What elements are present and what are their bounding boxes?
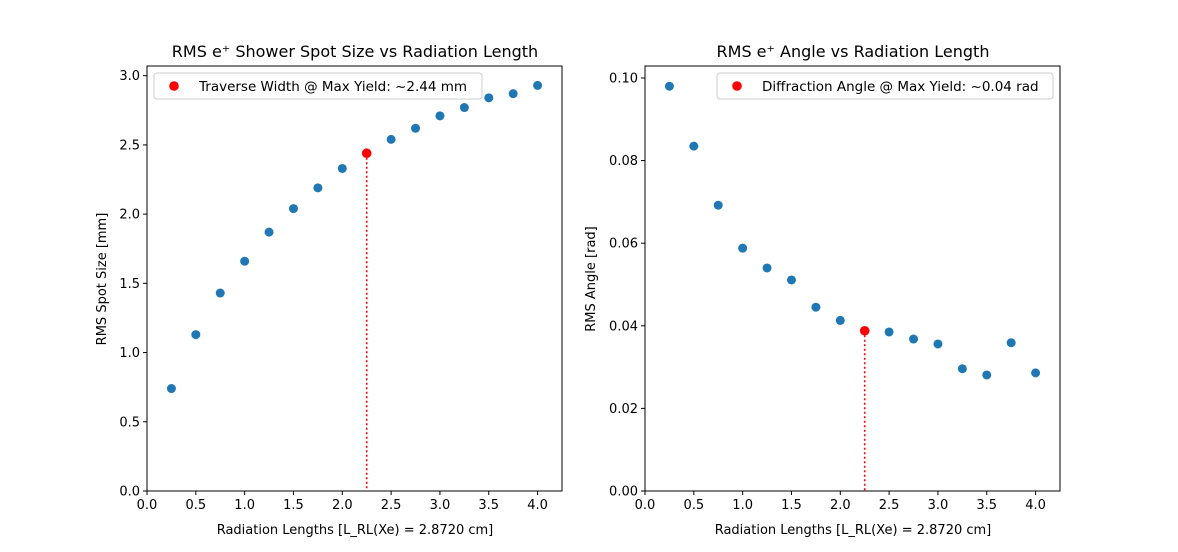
spot-size-y-tick-label: 3.0 [119,69,140,84]
spot-size-data-point [264,227,274,237]
angle-y-axis-label: RMS Angle [rad] [584,226,599,331]
angle-highlight-point [859,325,870,336]
spot-size-x-tick-label: 2.5 [381,498,402,513]
angle-data-point [811,302,821,312]
angle-x-tick-label: 0.5 [683,498,704,513]
angle-legend-box [716,72,1054,100]
angle-x-tick-label: 3.5 [976,498,997,513]
angle-legend-label: Diffraction Angle @ Max Yield: ~0.04 rad [762,79,1039,95]
spot-size-legend-label: Traverse Width @ Max Yield: ~2.44 mm [198,79,467,95]
spot-size-y-tick-label: 1.5 [119,277,140,292]
angle-x-tick-label: 2.0 [830,498,851,513]
spot-size-x-tick-label: 3.5 [478,498,499,513]
spot-size-x-axis-label: Radiation Lengths [L_RL(Xe) = 2.8720 cm] [217,523,494,538]
spot-size-x-tick-label: 0.5 [185,498,206,513]
angle-data-point [689,141,699,151]
angle-x-tick-label: 4.0 [1025,498,1046,513]
spot-size-plot-frame [146,65,563,492]
spot-size-x-tick-label: 4.0 [527,498,548,513]
spot-size-x-tick-label: 3.0 [430,498,451,513]
angle-data-point [1031,368,1041,378]
spot-size-data-point [166,384,176,394]
spot-size-data-point [533,80,543,90]
spot-size-y-tick-label: 0.0 [119,485,140,500]
spot-size-data-point [386,134,396,144]
angle-y-tick-label: 0.10 [609,71,638,86]
angle-data-point [884,327,894,337]
angle-plot-frame [644,65,1061,492]
angle-x-tick-label: 1.5 [781,498,802,513]
spot-size-y-axis-label: RMS Spot Size [mm] [95,213,110,346]
angle-y-tick-label: 0.02 [609,402,638,417]
spot-size-legend-marker [169,81,179,91]
spot-size-data-point [508,89,518,99]
angle-data-point [713,200,723,210]
angle-data-point [738,243,748,253]
angle-y-tick-label: 0.08 [609,154,638,169]
angle-data-point [982,370,992,380]
spot-size-panel: RMS e⁺ Shower Spot Size vs Radiation Len… [95,42,563,538]
angle-data-point [786,275,796,285]
spot-size-x-tick-label: 1.5 [283,498,304,513]
angle-x-tick-label: 0.0 [635,498,656,513]
spot-size-data-point [191,330,201,340]
angle-x-tick-label: 3.0 [928,498,949,513]
spot-size-y-tick-label: 2.0 [119,208,140,223]
angle-y-tick-label: 0.04 [609,319,638,334]
angle-legend-marker [732,81,742,91]
spot-size-data-point [288,204,298,214]
spot-size-data-point [313,183,323,193]
angle-data-point [835,315,845,325]
angle-data-point [957,364,967,374]
spot-size-data-point [484,93,494,103]
spot-size-data-point [215,288,225,298]
spot-size-x-tick-label: 1.0 [234,498,255,513]
angle-y-tick-label: 0.00 [609,485,638,500]
angle-data-point [762,263,772,273]
angle-y-tick-label: 0.06 [609,237,638,252]
angle-data-point [1006,338,1016,348]
angle-chart-title: RMS e⁺ Angle vs Radiation Length [717,42,990,61]
spot-size-data-point [411,123,421,133]
spot-size-x-tick-label: 0.0 [137,498,158,513]
spot-size-data-point [435,111,445,121]
spot-size-y-tick-label: 0.5 [119,415,140,430]
angle-panel: RMS e⁺ Angle vs Radiation Length Radiati… [584,42,1061,538]
spot-size-data-point [459,103,469,113]
angle-x-axis-label: Radiation Lengths [L_RL(Xe) = 2.8720 cm] [715,523,992,538]
spot-size-y-tick-label: 1.0 [119,346,140,361]
angle-data-point [664,81,674,91]
spot-size-data-point [240,256,250,266]
spot-size-y-tick-label: 2.5 [119,138,140,153]
angle-data-point [909,334,919,344]
angle-x-tick-label: 1.0 [732,498,753,513]
spot-size-x-tick-label: 2.0 [332,498,353,513]
angle-data-point [933,339,943,349]
spot-size-data-point [337,163,347,173]
spot-size-legend-box [153,72,483,100]
spot-size-highlight-point [361,148,372,159]
angle-x-tick-label: 2.5 [879,498,900,513]
spot-size-chart-title: RMS e⁺ Shower Spot Size vs Radiation Len… [172,42,538,61]
